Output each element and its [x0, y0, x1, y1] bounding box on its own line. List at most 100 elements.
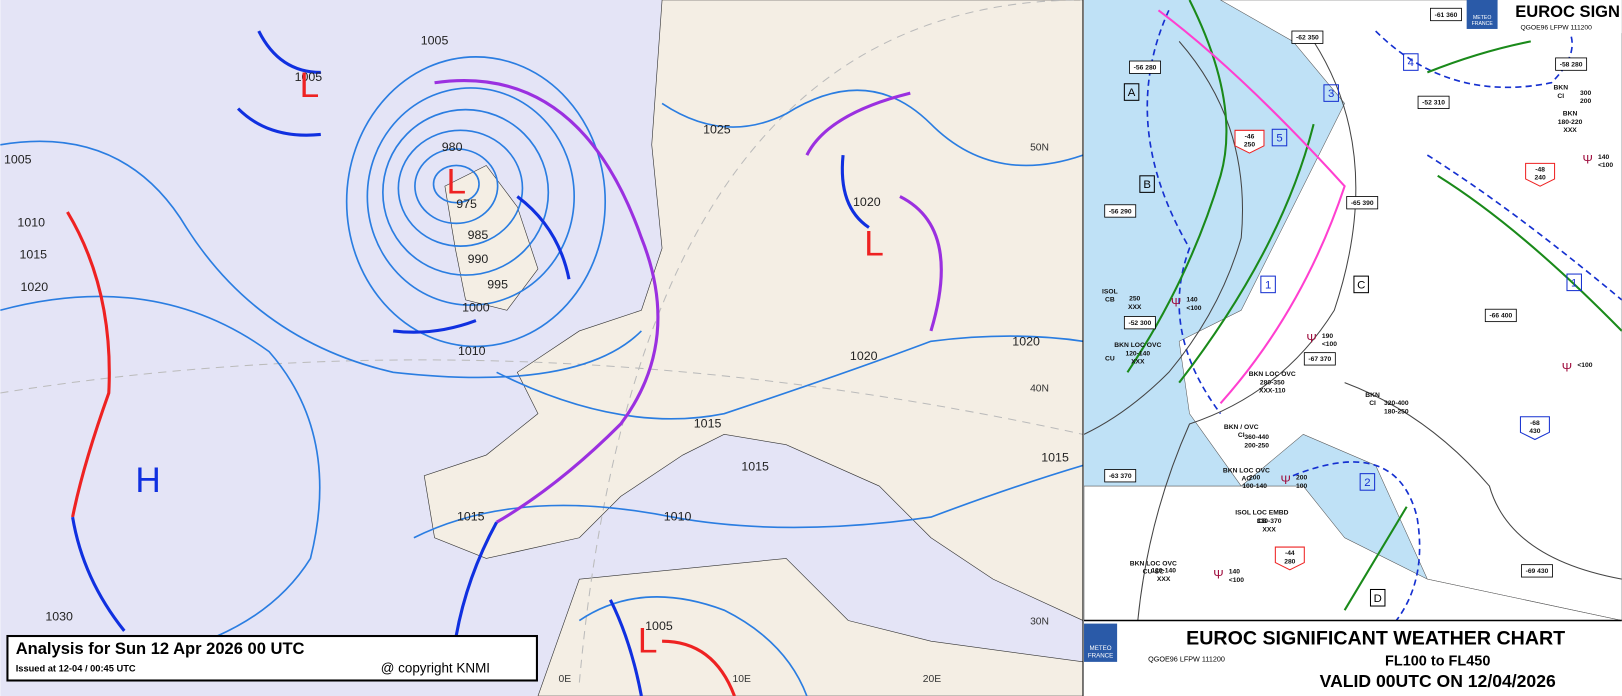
tropopause-label: -66 400 — [1489, 313, 1512, 320]
fronts — [66, 30, 943, 696]
tropopause-box — [1104, 204, 1137, 218]
tropopause-box — [1303, 352, 1336, 366]
pressure-center: H — [135, 461, 160, 500]
header-code: QGOE96 LFPW 111200 — [1520, 25, 1592, 32]
tropopause-box — [1484, 308, 1517, 323]
tropopause-box — [1291, 30, 1324, 44]
tropopause-label: -58 280 — [1560, 61, 1583, 68]
tropopause-label: -52 310 — [1422, 100, 1445, 107]
isobar-label: 980 — [442, 140, 463, 154]
pressure-center: L — [300, 66, 320, 105]
tropopause-box — [1123, 316, 1156, 330]
isobar-label: 1005 — [295, 70, 323, 84]
tropopause-label: -56 290 — [1109, 208, 1132, 215]
cloud-label: 200-250 — [1244, 443, 1269, 450]
caption-title: Analysis for Sun 12 Apr 2026 00 UTC — [16, 639, 305, 658]
cloud-label: 180-220 — [1558, 119, 1583, 126]
icing-label: 190 — [1322, 333, 1333, 340]
icing-symbol: Ψ — [1171, 295, 1181, 309]
area-box — [1403, 53, 1419, 71]
tropopause-label: -61 360 — [1435, 12, 1458, 19]
tropopause-box — [1417, 95, 1450, 110]
footer-valid: VALID 00UTC ON 12/04/2026 — [1320, 671, 1556, 691]
area-label: 2 — [1364, 477, 1370, 489]
tropopause-box — [1129, 60, 1161, 74]
graticule — [578, 0, 1083, 683]
land-africa — [537, 558, 1083, 696]
freezing-label: -44 — [1285, 550, 1295, 557]
area-box — [1369, 588, 1386, 607]
area-label: B — [1143, 179, 1151, 191]
icing-symbol: Ψ — [1582, 153, 1592, 167]
caption-box — [6, 634, 538, 682]
sigwx-map — [1084, 0, 1622, 621]
isobar-label: 1015 — [694, 416, 722, 430]
isobar-label: 1010 — [458, 344, 486, 358]
area-label: 1 — [1571, 277, 1577, 289]
land — [1084, 485, 1622, 621]
cloud-label: ISOL — [1102, 288, 1118, 295]
cloud-label: BKN / OVC — [1224, 424, 1259, 431]
isobar-label: 1030 — [45, 610, 73, 624]
area-box — [1123, 83, 1140, 101]
tropopause-label: -69 430 — [1526, 568, 1549, 575]
tropopause-box — [1104, 469, 1137, 483]
graticule-label: 40N — [1030, 384, 1049, 395]
jet-areas — [1146, 9, 1622, 621]
area-box — [1353, 275, 1369, 294]
area-box — [1271, 128, 1288, 147]
freezing-label: 250 — [1244, 142, 1255, 149]
caption-copyright: @ copyright KNMI — [381, 661, 490, 676]
isobar-label: 1015 — [1041, 450, 1069, 464]
header-logo — [1466, 0, 1498, 29]
icing-label: <100 — [1577, 362, 1592, 369]
icing-label: <100 — [1322, 341, 1337, 348]
tropopause-box — [1346, 196, 1379, 210]
header-title: EUROC SIGN — [1515, 2, 1620, 21]
freezing-label: -68 — [1530, 420, 1540, 427]
cloud-label: AC — [1242, 476, 1252, 483]
cloud-label: 180-250 — [1384, 408, 1409, 415]
cloud-label: CI — [1557, 93, 1564, 100]
freezing-box — [1234, 129, 1265, 154]
freezing-box — [1274, 546, 1305, 571]
footer-logo — [1084, 623, 1118, 662]
isobar-label: 1005 — [645, 619, 673, 633]
cloud-label: 320-400 — [1384, 400, 1409, 407]
area-label: 1 — [1265, 279, 1271, 291]
cloud-label: BKN LOC OVC — [1114, 342, 1161, 349]
icing-label: 200 — [1296, 475, 1307, 482]
area-box — [1260, 275, 1276, 294]
icing-label: 140 — [1598, 154, 1609, 161]
freezing-label: 240 — [1534, 175, 1545, 182]
icing-label: <100 — [1598, 162, 1613, 169]
isobar-label: 1020 — [21, 280, 49, 294]
isobar-label: 985 — [468, 228, 489, 242]
icing-symbol: Ψ — [1306, 331, 1316, 345]
footer-logo-text: METEO — [1090, 645, 1112, 652]
freezing-box — [1519, 416, 1550, 441]
cloud-label: 120-140 — [1151, 568, 1176, 575]
cloud-label: 200 — [1249, 475, 1260, 482]
pressure-center: L — [638, 622, 658, 661]
isobar-label: 990 — [468, 252, 489, 266]
area-label: D — [1374, 593, 1382, 605]
isobar-label: 1005 — [421, 34, 449, 48]
freezing-box — [1525, 162, 1556, 187]
graticule-label: 20E — [923, 674, 941, 685]
cloud-label: XXX — [1563, 127, 1577, 134]
freezing-label: -46 — [1245, 133, 1255, 140]
icing-symbol: Ψ — [1562, 360, 1572, 374]
isobar-label: 975 — [456, 197, 477, 211]
caption-issued: Issued at 12-04 / 00:45 UTC — [16, 664, 136, 674]
header-panel — [1497, 0, 1622, 34]
cloud-label: BKN LOC OVC — [1223, 467, 1270, 474]
jet-streams — [1126, 0, 1622, 611]
cloud-label: BKN — [1553, 85, 1568, 92]
graticule-label: 30N — [1030, 616, 1049, 627]
footer-logo-text: FRANCE — [1088, 652, 1113, 659]
header-logo-text: FRANCE — [1472, 21, 1494, 27]
area-box — [1359, 473, 1376, 491]
cloud-label: CU — [1105, 356, 1115, 363]
